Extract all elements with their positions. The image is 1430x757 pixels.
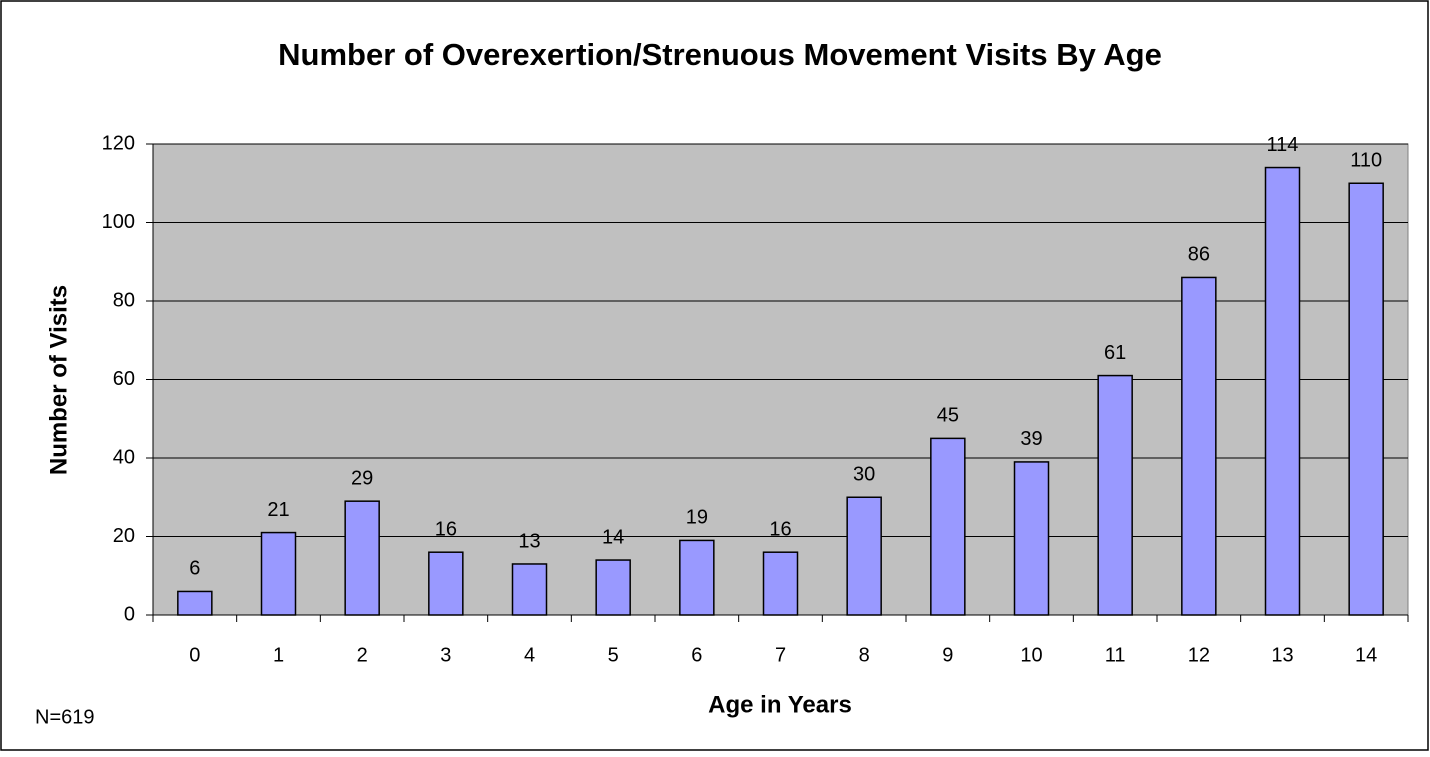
y-tick-label: 40 xyxy=(113,446,135,468)
data-label: 21 xyxy=(267,499,289,521)
data-label: 114 xyxy=(1267,134,1299,156)
bar xyxy=(177,590,213,616)
data-label: 16 xyxy=(435,518,457,540)
data-label: 45 xyxy=(937,405,959,427)
annotation: N=619 xyxy=(35,706,95,728)
data-label: 110 xyxy=(1350,150,1382,172)
data-label: 61 xyxy=(1104,342,1126,364)
y-tick-label: 0 xyxy=(124,603,135,625)
data-label: 14 xyxy=(602,526,624,548)
bar xyxy=(762,551,799,616)
data-label: 16 xyxy=(769,518,791,540)
x-tick-label: 8 xyxy=(859,644,870,666)
x-tick-label: 7 xyxy=(775,644,786,666)
y-tick-label: 100 xyxy=(102,211,135,233)
x-tick-label: 11 xyxy=(1105,644,1126,666)
chart-title: Number of Overexertion/Strenuous Movemen… xyxy=(278,37,1162,72)
bar xyxy=(260,531,297,616)
bar xyxy=(679,539,715,616)
x-tick-label: 4 xyxy=(524,644,535,666)
y-tick-label: 120 xyxy=(102,132,135,154)
data-label: 30 xyxy=(853,464,875,486)
data-label: 19 xyxy=(686,507,708,529)
data-label: 86 xyxy=(1188,244,1210,266)
bar xyxy=(1348,182,1384,616)
x-tick-label: 5 xyxy=(608,644,619,666)
bar xyxy=(1013,461,1050,616)
bar xyxy=(595,559,631,616)
x-tick-label: 0 xyxy=(189,644,200,666)
data-label: 29 xyxy=(351,467,373,489)
data-label: 39 xyxy=(1020,428,1042,450)
bar xyxy=(1097,374,1133,616)
y-axis-label: Number of Visits xyxy=(45,285,72,475)
bar xyxy=(428,551,464,616)
bar xyxy=(1264,166,1301,616)
data-label: 6 xyxy=(189,558,200,580)
x-tick-label: 1 xyxy=(273,644,284,666)
x-tick-label: 12 xyxy=(1188,644,1210,666)
data-label: 13 xyxy=(518,530,540,552)
x-axis-label: Age in Years xyxy=(708,691,852,718)
x-tick-label: 14 xyxy=(1355,644,1377,666)
bar xyxy=(511,563,548,616)
bar xyxy=(930,437,966,616)
bar xyxy=(344,500,380,616)
x-tick-label: 6 xyxy=(691,644,702,666)
y-tick-label: 80 xyxy=(113,289,135,311)
bar xyxy=(846,496,882,616)
bar xyxy=(1181,276,1217,616)
x-tick-label: 10 xyxy=(1020,644,1042,666)
y-tick-label: 20 xyxy=(113,525,135,547)
x-tick-label: 13 xyxy=(1271,644,1293,666)
y-tick-label: 60 xyxy=(113,368,135,390)
x-tick-label: 9 xyxy=(942,644,953,666)
x-tick-label: 3 xyxy=(440,644,451,666)
x-tick-label: 2 xyxy=(357,644,368,666)
